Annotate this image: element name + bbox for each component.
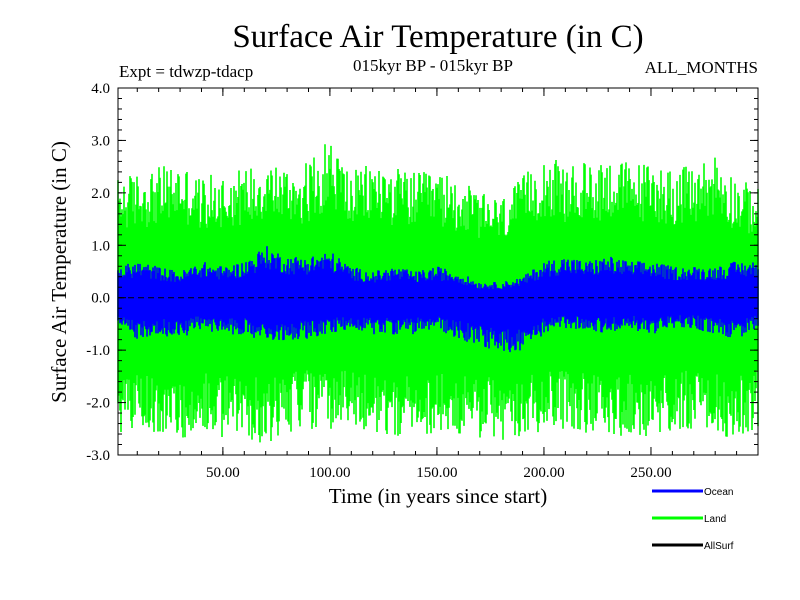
x-tick-label: 100.00: [309, 465, 350, 481]
x-tick-label: 200.00: [523, 465, 564, 481]
y-tick-label: 0.0: [91, 291, 110, 307]
y-tick-label: 1.0: [91, 238, 110, 254]
experiment-label: Expt = tdwzp-tdacp: [119, 62, 253, 81]
y-tick-label: -2.0: [86, 396, 110, 412]
y-tick-label: 4.0: [91, 81, 110, 97]
y-axis: -3.0 -2.0 -1.0 0.0 1.0 2.0 3.0 4.0: [86, 81, 758, 464]
plot-frame: [117, 87, 759, 456]
x-axis: 50.00 100.00 150.00 200.00 250.00: [136, 88, 738, 481]
chart-title: Surface Air Temperature (in C): [232, 19, 643, 55]
legend: Ocean Land AllSurf: [652, 487, 734, 552]
x-tick-label: 250.00: [630, 465, 671, 481]
y-tick-label: -3.0: [86, 448, 110, 464]
legend-label-allsurf: AllSurf: [704, 541, 734, 552]
y-tick-label: 3.0: [91, 133, 110, 149]
x-tick-label: 150.00: [416, 465, 457, 481]
y-tick-label: 2.0: [91, 186, 110, 202]
season-label: ALL_MONTHS: [645, 58, 758, 77]
period-label: 015kyr BP - 015kyr BP: [353, 56, 513, 75]
y-tick-label: -1.0: [86, 343, 110, 359]
legend-label-land: Land: [704, 514, 726, 525]
x-axis-label: Time (in years since start): [329, 484, 548, 508]
y-axis-label: Surface Air Temperature (in C): [47, 141, 71, 403]
x-tick-label: 50.00: [206, 465, 240, 481]
legend-label-ocean: Ocean: [704, 487, 733, 498]
